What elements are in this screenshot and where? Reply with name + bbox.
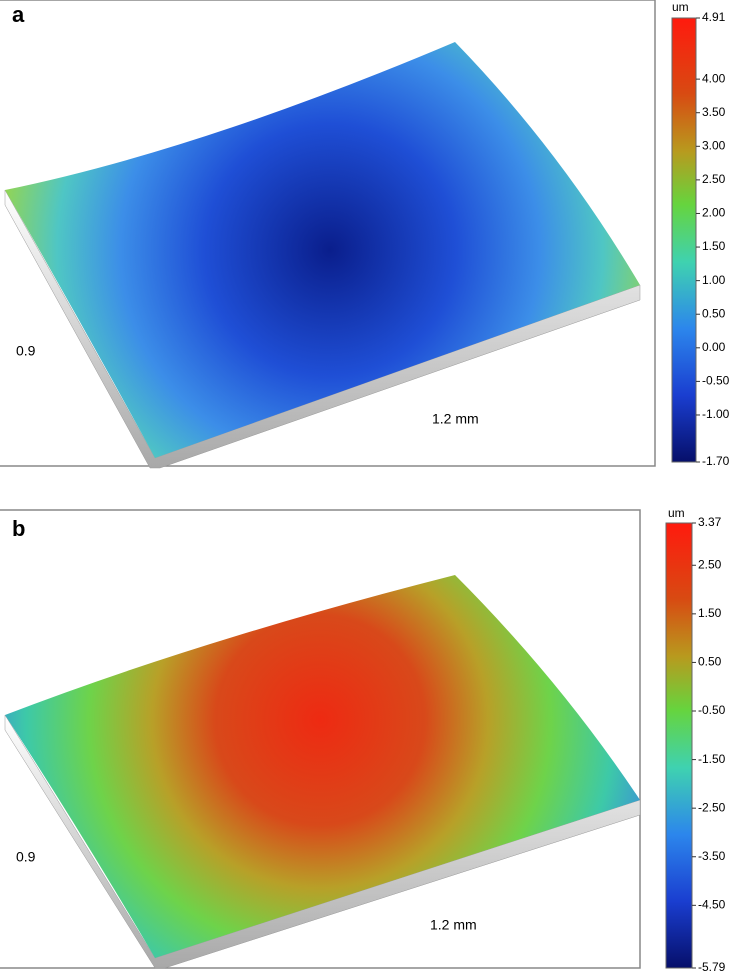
- frame: [0, 0, 656, 467]
- colorbar-tick-label: -5.79: [698, 960, 726, 974]
- frame: [0, 509, 641, 969]
- slab: [4, 714, 641, 969]
- colorbar-unit: um: [672, 0, 689, 14]
- colorbar-tick-label: -0.50: [698, 703, 726, 717]
- colorbar-tick-label: 2.00: [702, 206, 726, 220]
- x-axis-label: 1.2 mm: [432, 411, 479, 427]
- colorbar-tick-label: 3.50: [702, 105, 726, 119]
- colorbar-tick-label: 2.50: [702, 172, 726, 186]
- colorbar-tick-label: -0.50: [702, 374, 730, 388]
- colorbar-unit: um: [668, 506, 685, 520]
- panel-label: a: [12, 2, 25, 27]
- colorbar: [671, 17, 697, 463]
- colorbar-tick-label: 0.50: [702, 306, 726, 320]
- colorbar-tick-label: -1.50: [698, 752, 726, 766]
- colorbar-tick-label: -4.50: [698, 898, 726, 912]
- colorbar: [665, 522, 693, 969]
- colorbar-tick-label: 3.37: [698, 515, 722, 529]
- surface: [5, 575, 640, 958]
- surface: [5, 42, 640, 458]
- x-axis-label: 1.2 mm: [430, 917, 477, 933]
- colorbar-tick-label: 0.50: [698, 655, 722, 669]
- colorbar-tick-label: 1.50: [702, 239, 726, 253]
- y-axis-label: 0.9: [16, 849, 36, 865]
- colorbar-tick-label: 3.00: [702, 138, 726, 152]
- colorbar-tick-label: -2.50: [698, 800, 726, 814]
- colorbar-tick-label: -3.50: [698, 849, 726, 863]
- panel-b: b 0.9 1.2 mm um 3.37 2.50 1.50 0.50 -0.50 -1.…: [0, 506, 726, 974]
- colorbar-tick-label: 1.00: [702, 273, 726, 287]
- panel-label: b: [12, 516, 25, 541]
- y-axis-label: 0.9: [16, 343, 36, 359]
- colorbar-tick-label: 2.50: [698, 557, 722, 571]
- colorbar-tick-label: -1.70: [702, 454, 730, 468]
- colorbar-tick-label: 4.00: [702, 71, 726, 85]
- colorbar-tick-label: -1.00: [702, 407, 730, 421]
- colorbar-tick-label: 0.00: [702, 340, 726, 354]
- panel-a: a 0.9 1.2 mm um 4.91 4.00 3.50 3.00 2.50 2.00…: [0, 0, 730, 469]
- colorbar-tick-label: 1.50: [698, 606, 722, 620]
- colorbar-tick-label: 4.91: [702, 10, 726, 24]
